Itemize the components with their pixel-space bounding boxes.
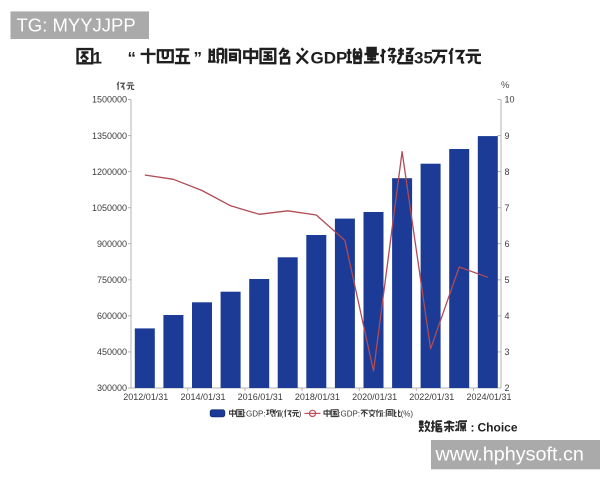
svg-text:1200000: 1200000 (92, 167, 127, 177)
svg-text::GDP:: :GDP: (338, 409, 360, 418)
svg-text:2014/01/31: 2014/01/31 (180, 392, 225, 402)
svg-text:TG: MYYJJPP: TG: MYYJJPP (17, 15, 136, 36)
svg-text:GDP: GDP (311, 49, 348, 68)
svg-text::: : (471, 421, 475, 435)
svg-text:750000: 750000 (97, 275, 127, 285)
svg-text:35: 35 (414, 49, 433, 68)
svg-text:(: ( (281, 409, 284, 418)
svg-text::GDP:: :GDP: (244, 409, 266, 418)
svg-text::: : (383, 409, 385, 418)
svg-text:2012/01/31: 2012/01/31 (123, 392, 168, 402)
svg-text:3: 3 (505, 347, 510, 357)
svg-text:%: % (501, 80, 510, 91)
svg-text:www.hphysoft.cn: www.hphysoft.cn (435, 444, 584, 466)
svg-text:”: ” (194, 49, 203, 68)
svg-text:2018/01/31: 2018/01/31 (295, 392, 340, 402)
svg-text:): ) (299, 409, 302, 418)
svg-text:450000: 450000 (97, 347, 127, 357)
svg-text:7: 7 (505, 203, 510, 213)
svg-text:10: 10 (505, 95, 515, 105)
svg-text:5: 5 (505, 275, 510, 285)
svg-text:2: 2 (505, 383, 510, 393)
svg-text:“: “ (128, 49, 137, 68)
svg-text:1500000: 1500000 (92, 95, 127, 105)
svg-text:300000: 300000 (97, 383, 127, 393)
svg-text:4: 4 (505, 311, 510, 321)
svg-text:1050000: 1050000 (92, 203, 127, 213)
svg-text:2020/01/31: 2020/01/31 (352, 392, 397, 402)
svg-text:(%): (%) (401, 409, 414, 418)
svg-text:Choice: Choice (478, 421, 518, 435)
svg-text:8: 8 (505, 167, 510, 177)
svg-text:2022/01/31: 2022/01/31 (409, 392, 454, 402)
svg-text:9: 9 (505, 131, 510, 141)
svg-text:6: 6 (505, 239, 510, 249)
svg-text:1350000: 1350000 (92, 131, 127, 141)
svg-text:2024/01/31: 2024/01/31 (466, 392, 511, 402)
svg-text:2016/01/31: 2016/01/31 (238, 392, 283, 402)
svg-text:1: 1 (93, 49, 102, 68)
svg-text:900000: 900000 (97, 239, 127, 249)
svg-text:600000: 600000 (97, 311, 127, 321)
